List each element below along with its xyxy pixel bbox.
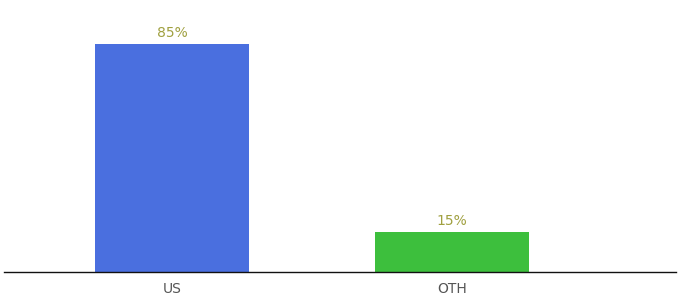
Text: 15%: 15% [437, 214, 467, 228]
Text: 85%: 85% [156, 26, 188, 40]
Bar [375, 232, 529, 272]
Bar [95, 44, 249, 272]
